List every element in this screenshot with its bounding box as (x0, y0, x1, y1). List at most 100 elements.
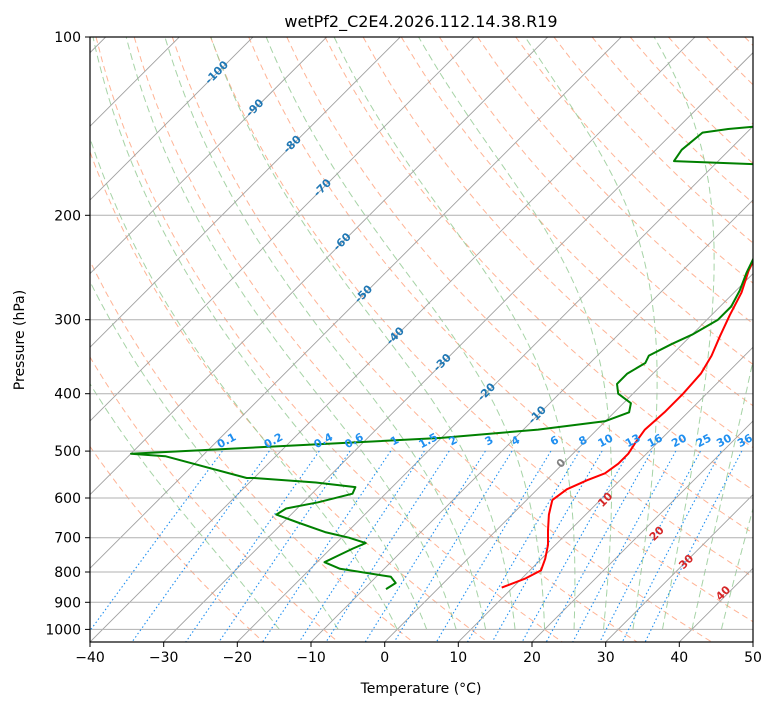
isotherm-label: -30 (431, 351, 454, 374)
moist-adiabat-line (125, 37, 457, 630)
isotherm-label: -100 (202, 58, 231, 87)
dry-adiabat-line (286, 37, 753, 534)
x-tick-label: 40 (670, 650, 688, 666)
mixing-ratio-line (298, 450, 425, 642)
x-tick-label: 10 (449, 650, 467, 666)
mixing-ratio-line (131, 450, 270, 642)
isotherm-line (90, 37, 401, 348)
moist-adiabat-line (92, 37, 428, 630)
y-tick-label: 400 (54, 387, 81, 403)
dry-adiabat-line (248, 37, 753, 578)
mixing-ratio-label: 3 (483, 433, 496, 448)
y-tick-label: 600 (54, 491, 81, 507)
mixing-ratio-line (325, 450, 450, 642)
mixing-ratio-label: 13 (623, 431, 643, 450)
mixing-ratio-line (364, 450, 486, 642)
dry-adiabat-line (90, 445, 265, 642)
mixing-ratio-line (466, 450, 580, 642)
x-tick-label: 0 (380, 650, 389, 666)
mixing-ratio-label: 0.4 (312, 430, 336, 451)
y-axis-label: Pressure (hPa) (12, 290, 28, 390)
mixing-ratio-line (644, 450, 743, 642)
y-tick-label: 900 (54, 595, 81, 611)
isotherm-line (90, 37, 180, 127)
dry-adiabat-line (438, 37, 753, 366)
x-tick-label: −30 (149, 650, 179, 666)
mixing-ratio-line (262, 450, 392, 642)
y-tick-label: 300 (54, 313, 81, 329)
chart-title: wetPf2_C2E4.2026.112.14.38.R19 (284, 12, 557, 32)
mixing-ratio-label: 20 (669, 431, 689, 450)
mixing-ratio-line (521, 450, 630, 642)
isotherm-line (752, 641, 753, 642)
isotherm-label: -10 (526, 403, 549, 426)
x-tick-label: −10 (296, 650, 326, 666)
line-labels: -100-90-80-70-60-50-40-30-20-100.1 0.2 0.4… (202, 58, 755, 603)
y-axis-ticks: 100 200 300 400 500 600 700 800 900 1000 (45, 30, 90, 638)
moist-adiabat-line (418, 37, 613, 630)
mixing-ratio-label: 16 (645, 431, 665, 450)
moist-adiabat-label: 40 (713, 583, 733, 603)
x-tick-label: −40 (75, 650, 105, 666)
mixing-ratio-line (572, 450, 677, 642)
x-tick-label: 20 (523, 650, 541, 666)
mixing-ratio-label: 4 (509, 433, 522, 448)
x-axis-ticks: −40 −30 −20 −10 0 10 20 30 40 50 (75, 642, 762, 666)
mixing-ratio-line (621, 450, 722, 642)
y-tick-label: 1000 (45, 622, 81, 638)
x-tick-label: −20 (223, 650, 253, 666)
mixing-ratio-line (393, 450, 513, 642)
dry-adiabat-line (362, 37, 753, 449)
isotherm-label: -60 (331, 230, 354, 253)
mixing-ratio-label: 6 (548, 433, 561, 448)
plot-area (0, 10, 753, 645)
mixing-ratio-label: 30 (714, 431, 734, 450)
profile-series (130, 125, 753, 590)
dry-adiabat-line (90, 150, 489, 642)
isotherm-line (383, 273, 753, 642)
isotherms (0, 10, 753, 645)
plot-frame (89, 36, 754, 643)
isotherm-label: -20 (475, 380, 498, 403)
moist-adiabat-line (90, 382, 280, 630)
isotherm-line (236, 125, 753, 642)
x-axis-label: Temperature (°C) (360, 681, 482, 697)
isotherm-line (90, 37, 328, 275)
mixing-ratio-label: 10 (596, 431, 616, 450)
isotherm-line (162, 52, 753, 642)
isotherm-line (310, 199, 753, 642)
isotherm-line (90, 37, 254, 201)
mixing-ratio-lines (90, 450, 743, 642)
y-tick-label: 200 (54, 208, 81, 224)
mixing-ratio-label: 0.6 (342, 430, 366, 451)
isotherm-line (531, 420, 753, 642)
isotherm-line (457, 346, 753, 642)
moist-adiabats (90, 37, 753, 630)
moist-adiabat-line (720, 506, 753, 630)
mixing-ratio-line (90, 450, 223, 632)
moist-adiabat-line (90, 136, 398, 630)
moist-adiabat-line (653, 37, 715, 630)
y-tick-label: 700 (54, 531, 81, 547)
moist-adiabat-line (265, 37, 546, 630)
mixing-ratio-label: 36 (735, 431, 755, 450)
moist-adiabat-line (164, 37, 487, 630)
x-tick-label: 30 (597, 650, 615, 666)
y-tick-label: 500 (54, 444, 81, 460)
isotherm-label: -80 (281, 132, 304, 155)
dry-adiabat-line (210, 37, 753, 623)
moist-adiabat-line (524, 37, 658, 630)
dry-adiabat-line (90, 259, 414, 642)
isotherm-line (90, 37, 475, 422)
moist-adiabat-line (691, 358, 753, 630)
dry-adiabat-line (477, 37, 753, 325)
dry-adiabat-line (171, 37, 713, 642)
isotherm-line (90, 37, 622, 569)
moist-adiabat-label: 10 (595, 489, 615, 509)
moist-adiabat-line (210, 37, 516, 630)
isotherm-label: -90 (243, 96, 266, 119)
mixing-ratio-label: 0.2 (262, 430, 285, 451)
series-line-temperature (501, 259, 753, 589)
isotherm-line (0, 10, 59, 645)
